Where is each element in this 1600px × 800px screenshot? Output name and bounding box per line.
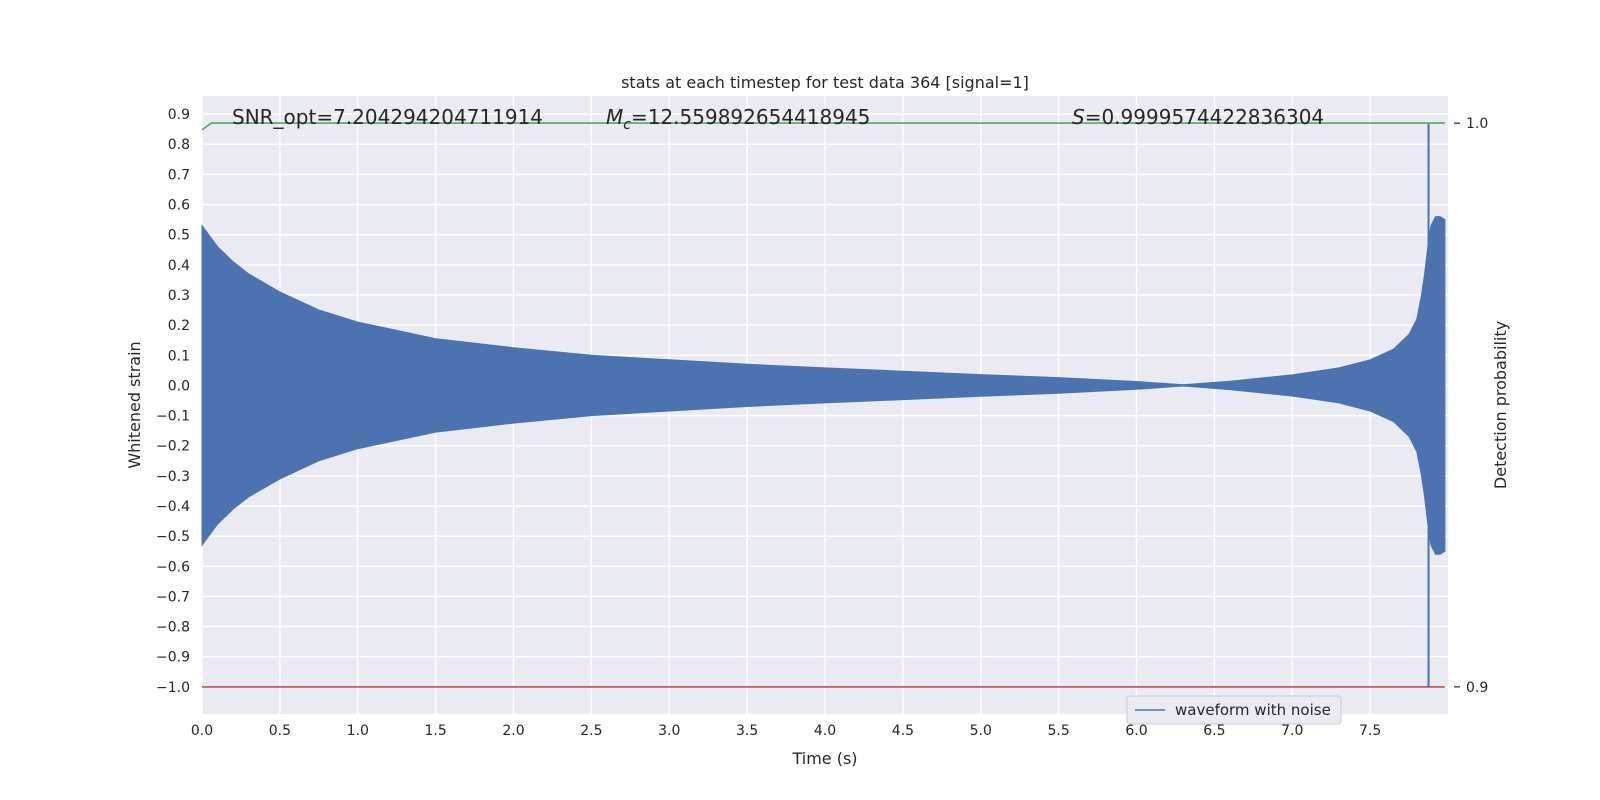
right-y-tick-label: 1.0: [1466, 116, 1488, 132]
y-tick-label: −0.8: [156, 620, 190, 636]
x-tick-label: 4.5: [892, 723, 914, 739]
y-tick-label: −0.9: [156, 650, 190, 666]
y-tick-label: 0.6: [168, 198, 190, 214]
y-tick-label: −0.2: [156, 439, 190, 455]
y-axis-label: Whitened strain: [125, 341, 144, 468]
y-tick-label: −1.0: [156, 680, 190, 696]
x-tick-label: 7.0: [1281, 723, 1303, 739]
detection-probability-series: [201, 122, 1445, 131]
x-tick-label: 1.5: [424, 723, 446, 739]
mc-subscript: c: [623, 117, 631, 133]
series-layer: [201, 122, 1446, 688]
y-tick-label: −0.5: [156, 529, 190, 545]
x-tick-label: 3.0: [658, 723, 680, 739]
x-tick-label: 0.0: [191, 723, 213, 739]
s-symbol: S: [1072, 105, 1085, 129]
x-axis-label: Time (s): [791, 749, 857, 768]
y-tick-label: 0.5: [168, 228, 190, 244]
x-tick-label: 5.0: [970, 723, 992, 739]
right-y-tick-label: 0.9: [1466, 680, 1488, 696]
x-tick-label: 6.5: [1203, 723, 1225, 739]
y-tick-label: −0.4: [156, 499, 190, 515]
y-tick-label: 0.8: [168, 137, 190, 153]
s-value: =0.9999574422836304: [1085, 105, 1324, 129]
x-tick-label: 2.5: [580, 723, 602, 739]
s-annotation: S=0.9999574422836304: [1072, 105, 1324, 129]
x-tick-label: 7.5: [1359, 723, 1381, 739]
mc-symbol: M: [606, 105, 623, 129]
y-tick-label: −0.6: [156, 559, 190, 575]
axis-ticks: 0.0 0.5 1.0 1.5 2.0 2.5 3.0 3.5 4.0 4.5 5.0 5.5 6.0 6…: [156, 107, 1488, 739]
x-tick-label: 6.0: [1125, 723, 1147, 739]
y-tick-label: 0.1: [168, 348, 190, 364]
mc-value: =12.559892654418945: [631, 105, 870, 129]
y-tick-label: −0.3: [156, 469, 190, 485]
x-tick-label: 0.5: [269, 723, 291, 739]
x-tick-label: 2.0: [502, 723, 524, 739]
y-tick-label: −0.1: [156, 409, 190, 425]
y-tick-label: 0.0: [168, 378, 190, 394]
right-y-axis-label: Detection probability: [1491, 321, 1510, 489]
legend: waveform with noise: [1126, 695, 1342, 725]
x-tick-label: 4.0: [814, 723, 836, 739]
y-tick-label: 0.4: [168, 258, 190, 274]
y-tick-label: −0.7: [156, 589, 190, 605]
y-tick-label: 0.7: [168, 167, 190, 183]
snr-annotation: SNR_opt=7.204294204711914: [232, 105, 543, 129]
chirp-mass-annotation: Mc=12.559892654418945: [606, 105, 870, 133]
y-tick-label: 0.3: [168, 288, 190, 304]
chart-title: stats at each timestep for test data 364…: [621, 73, 1029, 92]
x-tick-label: 1.0: [347, 723, 369, 739]
y-tick-label: 0.2: [168, 318, 190, 334]
legend-label: waveform with noise: [1175, 701, 1331, 719]
legend-box: [1126, 695, 1342, 725]
x-tick-label: 3.5: [736, 723, 758, 739]
x-tick-label: 5.5: [1047, 723, 1069, 739]
y-tick-label: 0.9: [168, 107, 190, 123]
waveform-with-noise-series: [201, 216, 1446, 555]
